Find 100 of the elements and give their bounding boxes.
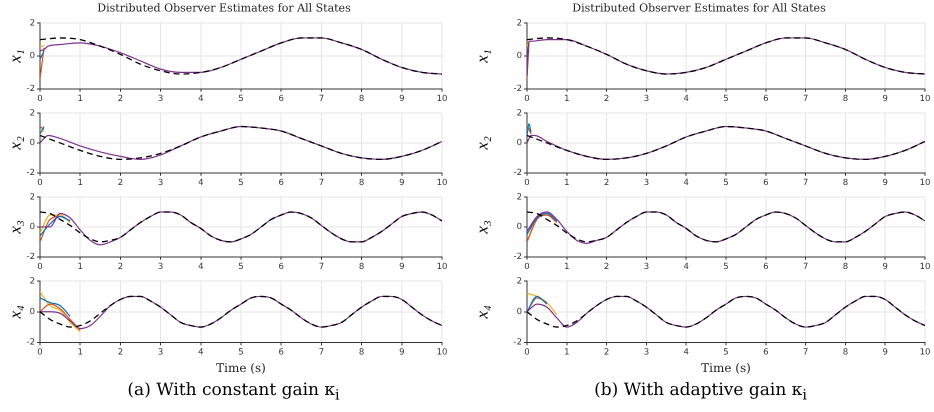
x-tick-label: 6 [763, 262, 769, 272]
x-tick-label: 1 [77, 262, 83, 272]
y-axis-title: x₁ [472, 49, 492, 64]
y-axis-title: x₃ [472, 220, 492, 235]
x-tick-label: 8 [842, 348, 848, 358]
x-tick-label: 3 [644, 348, 650, 358]
x-tick-label: 8 [842, 178, 848, 188]
y-axis-title: x₄ [6, 304, 25, 320]
x-tick-label: 3 [644, 94, 650, 104]
y-tick-label: -2 [514, 168, 522, 178]
x-tick-label: 8 [358, 94, 364, 104]
x-tick-label: 4 [683, 348, 689, 358]
y-tick-label: 2 [516, 192, 522, 202]
x-tick-label: 9 [399, 178, 405, 188]
x-tick-label: 7 [802, 348, 808, 358]
x-tick-label: 3 [158, 262, 164, 272]
x-tick-label: 0 [37, 262, 43, 272]
line-series [40, 291, 81, 332]
x-tick-label: 8 [842, 94, 848, 104]
x-tick-label: 3 [644, 178, 650, 188]
x-tick-label: 2 [604, 178, 610, 188]
x-tick-label: 0 [524, 348, 530, 358]
x-tick-label: 1 [564, 348, 570, 358]
x-tick-label: 5 [238, 348, 244, 358]
y-tick-label: 0 [516, 51, 522, 62]
y-axis-title: x₂ [472, 136, 492, 151]
x-tick-label: 10 [436, 348, 448, 358]
x-tick-label: 3 [644, 262, 650, 272]
line-series [40, 37, 442, 75]
x-tick-label: 8 [358, 348, 364, 358]
y-tick-label: -2 [26, 252, 35, 262]
x-tick-label: 8 [358, 178, 364, 188]
x-tick-label: 4 [683, 262, 689, 272]
x-tick-label: 7 [802, 94, 808, 104]
line-series [40, 303, 81, 331]
x-tick-label: 8 [842, 262, 848, 272]
line-series [527, 292, 558, 316]
x-tick-label: 5 [238, 94, 244, 104]
x-tick-label: 9 [882, 348, 888, 358]
x-tick-label: 0 [524, 178, 530, 188]
x-tick-label: 2 [604, 94, 610, 104]
y-tick-label: -2 [514, 338, 522, 348]
y-axis-title: x₁ [6, 49, 25, 64]
y-tick-label: 2 [516, 276, 522, 286]
x-tick-label: 9 [399, 262, 405, 272]
x-tick-label: 3 [158, 178, 164, 188]
x-tick-label: 9 [882, 262, 888, 272]
x-tick-label: 1 [564, 178, 570, 188]
x-tick-label: 8 [358, 262, 364, 272]
y-tick-label: 2 [30, 192, 35, 202]
x-tick-label: 10 [920, 94, 930, 104]
x-tick-label: 4 [198, 348, 204, 358]
x-tick-label: 6 [278, 94, 284, 104]
x-tick-label: 2 [604, 348, 610, 358]
x-tick-label: 10 [436, 178, 448, 188]
line-series [527, 296, 925, 328]
x-tick-label: 4 [198, 262, 204, 272]
x-tick-label: 4 [198, 178, 204, 188]
y-axis-title: x₂ [6, 136, 25, 151]
x-tick-label: 9 [882, 178, 888, 188]
y-tick-label: -2 [26, 338, 35, 348]
x-axis-title: Time (s) [216, 360, 266, 375]
x-tick-label: 10 [436, 262, 448, 272]
text: (b) With adaptive gain κ$_{i}$ [593, 380, 808, 404]
x-tick-label: 4 [198, 94, 204, 104]
x-tick-label: 3 [158, 348, 164, 358]
x-tick-label: 0 [37, 178, 43, 188]
x-tick-label: 4 [683, 94, 689, 104]
y-axis-title: x₄ [472, 304, 492, 320]
line-series [527, 126, 925, 160]
x-tick-label: 6 [763, 178, 769, 188]
y-tick-label: 2 [30, 18, 35, 28]
x-tick-label: 9 [399, 94, 405, 104]
x-tick-label: 7 [802, 178, 808, 188]
y-tick-label: 2 [30, 276, 35, 286]
y-tick-label: 0 [516, 306, 522, 317]
x-tick-label: 2 [118, 262, 124, 272]
x-tick-label: 2 [118, 348, 124, 358]
x-tick-label: 9 [399, 348, 405, 358]
text: (a) With constant gain κ$_{i}$ [126, 380, 341, 404]
x-tick-label: 7 [318, 94, 324, 104]
y-tick-label: 0 [30, 138, 35, 148]
y-tick-label: -2 [26, 168, 35, 178]
x-tick-label: 6 [763, 348, 769, 358]
y-tick-label: 0 [30, 222, 35, 232]
x-tick-label: 10 [436, 94, 448, 104]
y-tick-label: 2 [516, 108, 522, 118]
y-tick-label: 0 [516, 138, 522, 148]
x-tick-label: 5 [238, 178, 244, 188]
x-tick-label: 1 [564, 94, 570, 104]
x-tick-label: 7 [318, 178, 324, 188]
x-tick-label: 5 [723, 178, 729, 188]
x-tick-label: 6 [278, 262, 284, 272]
x-tick-label: 10 [920, 178, 930, 188]
x-tick-label: 0 [524, 94, 530, 104]
x-tick-label: 1 [77, 94, 83, 104]
x-tick-label: 6 [278, 348, 284, 358]
line-series [40, 297, 71, 317]
x-tick-label: 6 [278, 178, 284, 188]
x-tick-label: 5 [723, 262, 729, 272]
